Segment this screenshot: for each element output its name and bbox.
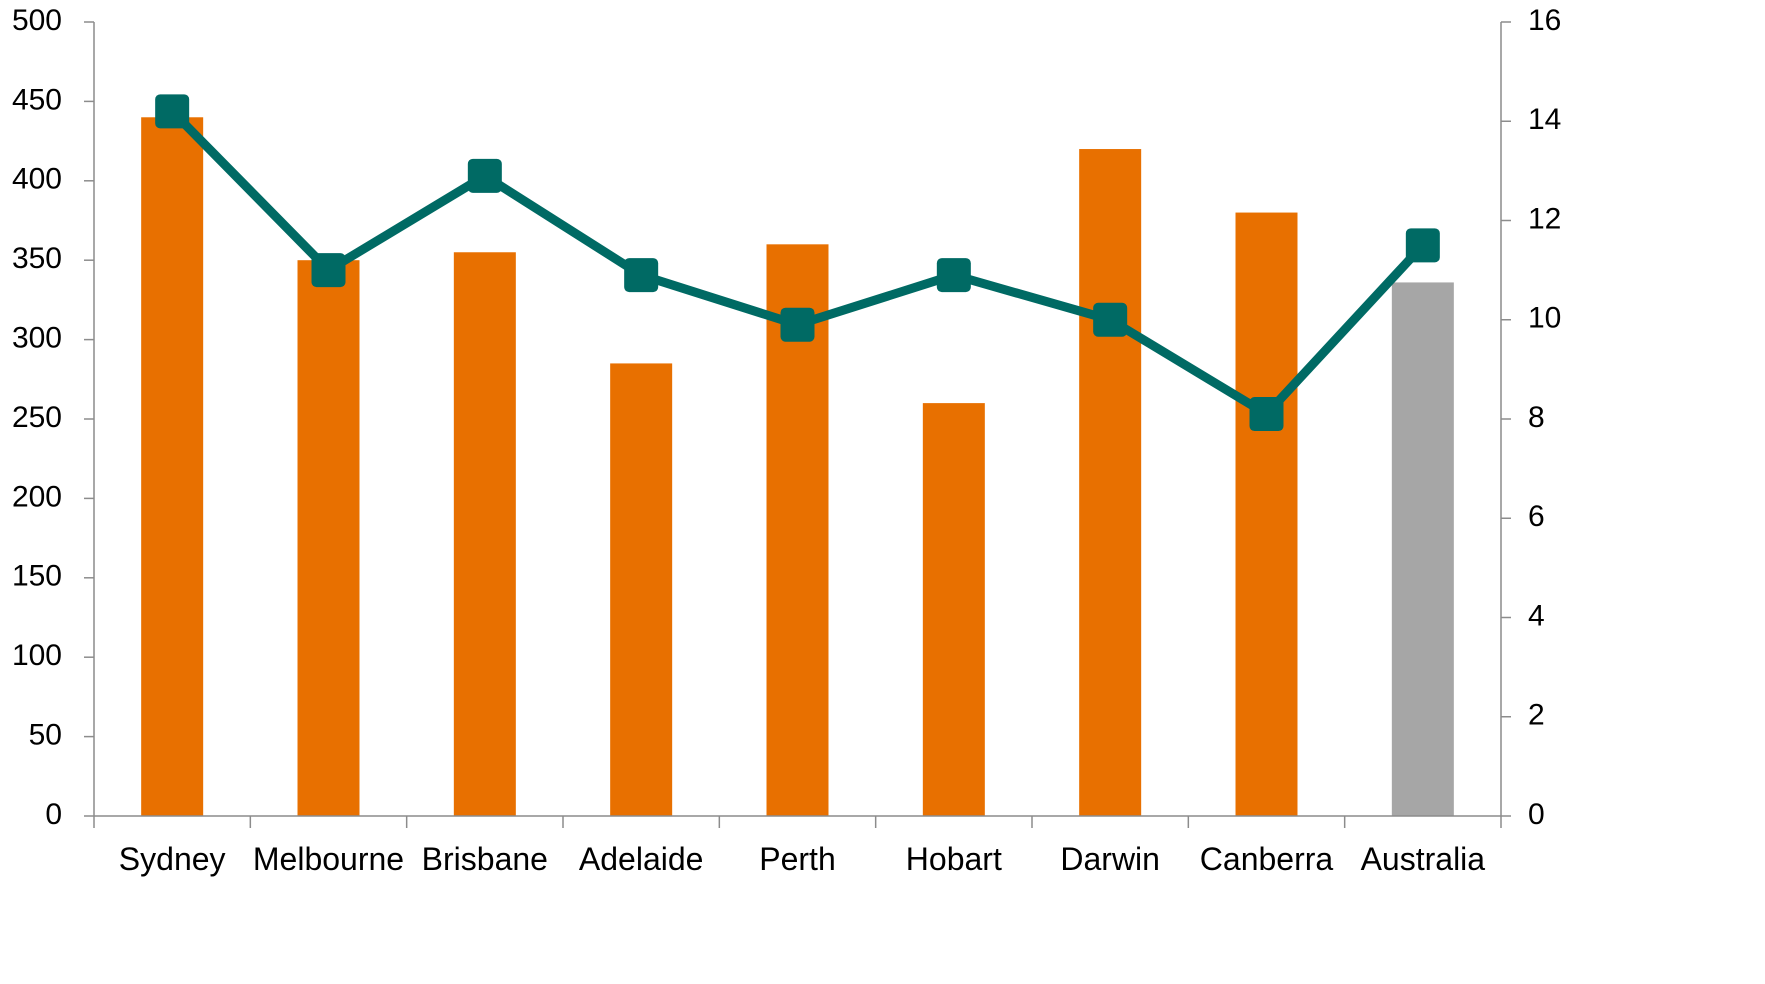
bar-canberra — [1235, 212, 1298, 816]
x-category-label: Brisbane — [422, 841, 548, 877]
x-category-label: Sydney — [119, 841, 226, 877]
line-series — [155, 94, 1440, 432]
line-marker-darwin — [1093, 302, 1128, 337]
x-category-label: Melbourne — [253, 841, 404, 877]
line-marker-canberra — [1249, 397, 1284, 432]
right-y-tick-label: 2 — [1528, 699, 1545, 732]
line-marker-adelaide — [624, 258, 659, 293]
x-category-label: Adelaide — [579, 841, 704, 877]
line-marker-brisbane — [467, 158, 502, 193]
bar-brisbane — [453, 252, 516, 816]
left-y-tick-label: 50 — [29, 719, 62, 752]
bar-hobart — [922, 403, 985, 816]
x-category-label: Perth — [759, 841, 835, 877]
right-y-tick-label: 0 — [1528, 798, 1545, 831]
left-y-tick-label: 200 — [12, 480, 62, 513]
x-category-label: Canberra — [1200, 841, 1334, 877]
left-y-tick-label: 150 — [12, 560, 62, 593]
right-y-tick-label: 8 — [1528, 401, 1545, 434]
right-y-tick-label: 4 — [1528, 599, 1545, 632]
left-y-tick-label: 100 — [12, 639, 62, 672]
left-y-tick-label: 500 — [12, 4, 62, 37]
right-y-tick-label: 14 — [1528, 103, 1561, 136]
axes — [84, 21, 1511, 828]
line-marker-melbourne — [311, 253, 346, 288]
x-category-label: Hobart — [906, 841, 1002, 877]
left-y-tick-label: 300 — [12, 322, 62, 355]
right-y-tick-label: 10 — [1528, 302, 1561, 335]
left-y-tick-label: 400 — [12, 163, 62, 196]
left-y-tick-label: 250 — [12, 401, 62, 434]
left-y-tick-label: 450 — [12, 83, 62, 116]
x-category-label: Australia — [1361, 841, 1486, 877]
tick-labels: 0 50 100 150 200 250 300 350 400 450 500 0 2 4 6 8 10 12 1… — [12, 4, 1561, 877]
bar-sydney — [141, 117, 204, 816]
left-y-tick-label: 0 — [45, 798, 62, 831]
right-y-tick-label: 16 — [1528, 4, 1561, 37]
bar-australia — [1391, 282, 1454, 816]
line-marker-australia — [1405, 228, 1440, 263]
bar-darwin — [1079, 149, 1142, 817]
right-y-tick-label: 12 — [1528, 202, 1561, 235]
left-y-tick-label: 350 — [12, 242, 62, 275]
line-marker-sydney — [155, 94, 190, 129]
right-y-tick-label: 6 — [1528, 500, 1545, 533]
bar-melbourne — [297, 260, 360, 816]
bar-adelaide — [610, 363, 673, 816]
line-marker-perth — [780, 307, 815, 342]
bar-series — [141, 117, 1454, 817]
line-marker-hobart — [936, 258, 971, 293]
x-category-label: Darwin — [1060, 841, 1160, 877]
